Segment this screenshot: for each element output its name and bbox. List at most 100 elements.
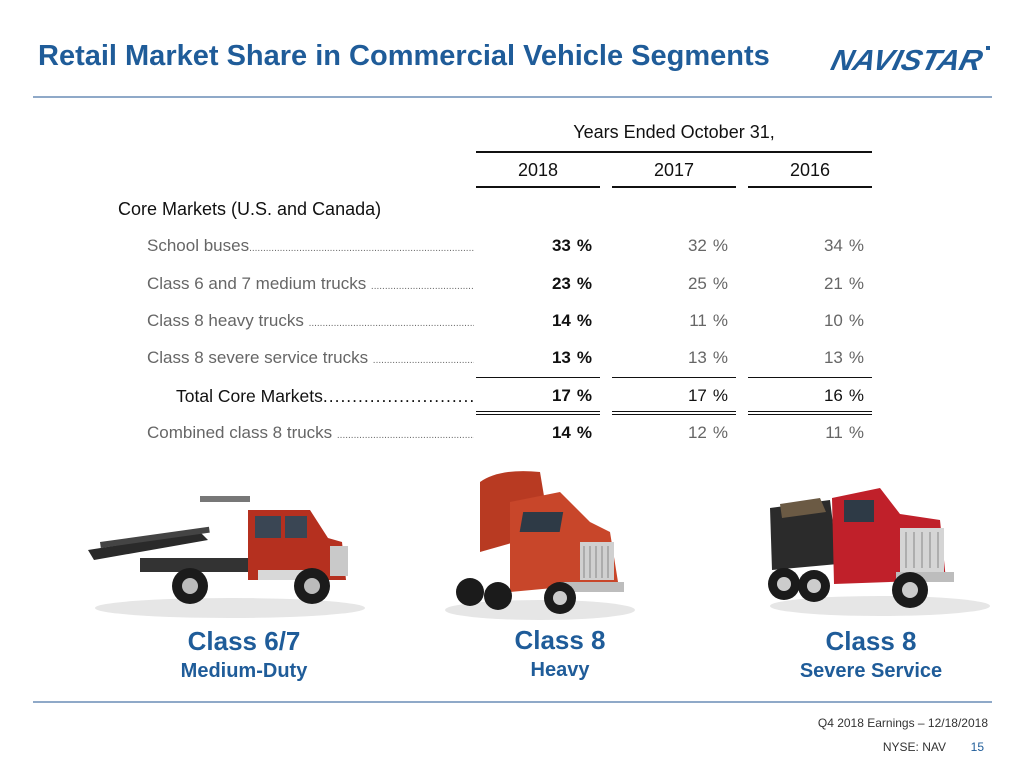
- total-double-rule: [748, 411, 872, 412]
- row-label-text: Total Core Markets: [176, 386, 323, 406]
- logo-text: NAVISTAR: [828, 44, 987, 74]
- footer-divider: [33, 701, 992, 703]
- share-number: 12: [687, 423, 707, 442]
- share-number: 17: [551, 386, 571, 405]
- share-number: 11: [689, 311, 707, 330]
- heavy-truck-image: [445, 471, 635, 620]
- percent-sign: %: [712, 348, 728, 367]
- share-value-2017: 12%: [604, 423, 728, 443]
- share-value-2018: 14%: [468, 311, 592, 331]
- share-number: 13: [687, 348, 707, 367]
- total-double-rule: [612, 411, 736, 412]
- percent-sign: %: [712, 311, 728, 330]
- row-label: Class 8 heavy trucks ...................…: [147, 311, 474, 331]
- share-value-2018: 17%: [468, 386, 592, 406]
- share-number: 11: [825, 423, 843, 442]
- page-number: 15: [970, 740, 984, 754]
- percent-sign: %: [576, 311, 592, 330]
- row-label-text: Class 8 heavy trucks: [147, 311, 309, 330]
- truck-1-type: Medium-Duty: [180, 660, 308, 682]
- year-rule: [476, 186, 600, 188]
- year-rule: [612, 186, 736, 188]
- row-label-text: Class 8 severe service trucks: [147, 348, 373, 367]
- period-header: Years Ended October 31,: [573, 122, 775, 142]
- share-value-2016: 21%: [740, 274, 864, 294]
- percent-sign: %: [848, 311, 864, 330]
- percent-sign: %: [576, 274, 592, 293]
- share-number: 14: [551, 423, 571, 442]
- row-label: Class 6 and 7 medium trucks ............…: [147, 274, 474, 294]
- percent-sign: %: [848, 386, 864, 405]
- percent-sign: %: [712, 274, 728, 293]
- dot-leader: ........................................…: [336, 430, 474, 441]
- row-label-text: School buses: [147, 236, 250, 255]
- share-value-2017: 25%: [604, 274, 728, 294]
- total-double-rule: [476, 411, 600, 412]
- truck-2-class: Class 8: [514, 625, 606, 655]
- share-number: 16: [823, 386, 843, 405]
- truck-2-type: Heavy: [530, 659, 590, 681]
- share-value-2016: 34%: [740, 236, 864, 256]
- share-value-2016: 16%: [740, 386, 864, 406]
- share-value-2017: 13%: [604, 348, 728, 368]
- total-double-rule: [748, 414, 872, 415]
- year-header-2018: 2018: [517, 160, 559, 180]
- percent-sign: %: [576, 423, 592, 442]
- share-number: 32: [687, 236, 707, 255]
- dot-leader: ........................................…: [308, 318, 474, 329]
- share-number: 10: [823, 311, 843, 330]
- navistar-logo: NAVISTAR: [828, 44, 990, 74]
- subtotal-rule: [476, 377, 600, 378]
- percent-sign: %: [712, 386, 728, 405]
- share-number: 14: [551, 311, 571, 330]
- dot-leader: ........................................…: [322, 386, 474, 406]
- period-header-rule: [476, 151, 872, 153]
- share-value-2017: 17%: [604, 386, 728, 406]
- share-number: 34: [823, 236, 843, 255]
- dot-leader: ........................................…: [370, 281, 474, 292]
- section-label: Core Markets (U.S. and Canada): [118, 199, 382, 219]
- dot-leader: ........................................…: [249, 243, 474, 254]
- subtotal-rule: [748, 377, 872, 378]
- share-value-2018: 14%: [468, 423, 592, 443]
- truck-3-type: Severe Service: [799, 660, 943, 682]
- share-value-2018: 23%: [468, 274, 592, 294]
- percent-sign: %: [576, 386, 592, 405]
- truck-1-class: Class 6/7: [187, 626, 301, 656]
- share-value-2016: 10%: [740, 311, 864, 331]
- percent-sign: %: [848, 236, 864, 255]
- percent-sign: %: [848, 348, 864, 367]
- year-header-2016: 2016: [789, 160, 831, 180]
- percent-sign: %: [848, 423, 864, 442]
- share-number: 23: [551, 274, 571, 293]
- header-divider: [33, 96, 992, 98]
- year-rule: [748, 186, 872, 188]
- percent-sign: %: [576, 348, 592, 367]
- share-value-2018: 13%: [468, 348, 592, 368]
- share-value-2017: 11%: [604, 311, 728, 331]
- percent-sign: %: [712, 236, 728, 255]
- row-label: Combined class 8 trucks ................…: [147, 423, 474, 443]
- share-number: 33: [551, 236, 571, 255]
- medium-duty-truck-image: [88, 496, 365, 618]
- share-value-2017: 32%: [604, 236, 728, 256]
- total-double-rule: [476, 414, 600, 415]
- footer-event: Q4 2018 Earnings – 12/18/2018: [817, 716, 988, 730]
- row-label-text: Combined class 8 trucks: [147, 423, 337, 442]
- share-number: 13: [823, 348, 843, 367]
- row-label: Class 8 severe service trucks ..........…: [147, 348, 474, 368]
- percent-sign: %: [576, 236, 592, 255]
- share-number: 25: [687, 274, 707, 293]
- share-number: 17: [687, 386, 707, 405]
- footer-ticker: NYSE: NAV: [882, 740, 946, 754]
- share-number: 21: [823, 274, 843, 293]
- truck-3-class: Class 8: [825, 626, 917, 656]
- row-label: School buses............................…: [147, 236, 474, 256]
- severe-service-truck-image: [768, 488, 990, 616]
- share-value-2016: 13%: [740, 348, 864, 368]
- total-double-rule: [612, 414, 736, 415]
- dot-leader: ........................................…: [372, 355, 474, 366]
- page-title: Retail Market Share in Commercial Vehicl…: [38, 40, 770, 72]
- total-row-label: Total Core Markets......................…: [176, 386, 474, 407]
- share-value-2018: 33%: [468, 236, 592, 256]
